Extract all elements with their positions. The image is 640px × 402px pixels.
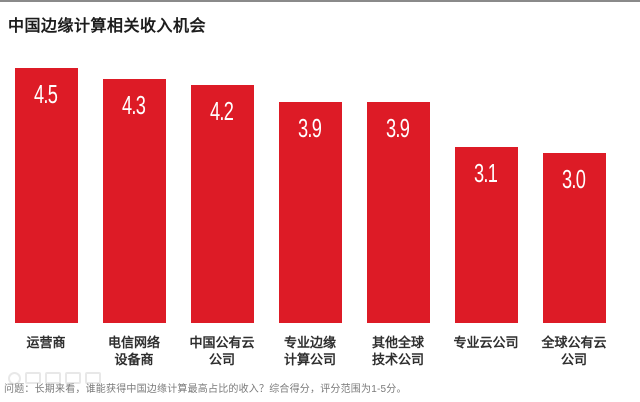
chart-title: 中国边缘计算相关收入机会 [8, 18, 207, 35]
bar-value-label: 3.9 [298, 113, 322, 143]
category-label-specialist-cloud: 专业云公司 [453, 335, 519, 350]
bar-china-public-cloud: 4.2 [190, 85, 254, 323]
bar-global-public-cloud: 3.0 [542, 153, 606, 323]
bar-specialist-cloud: 3.1 [454, 147, 518, 323]
bar-column: 4.3 [90, 42, 178, 323]
bar-column: 3.1 [442, 42, 530, 323]
chart-footnote: 问题：长期来看，谁能获得中国边缘计算最高占比的收入？综合得分，评分范围为1-5分… [4, 384, 407, 395]
category-label-global-public-cloud: 全球公有云 公司 [541, 335, 607, 367]
bar-value-label: 4.5 [34, 79, 58, 109]
bar-value-label: 3.9 [386, 113, 410, 143]
bar-operators: 4.5 [14, 68, 78, 323]
bar-column: 3.9 [266, 42, 354, 323]
bar-value-label: 3.1 [474, 158, 498, 188]
category-label-other-global-tech: 其他全球 技术公司 [371, 335, 424, 367]
bar-value-label: 4.2 [210, 96, 234, 126]
bar-column: 3.0 [530, 42, 618, 323]
category-label-china-public-cloud: 中国公有云 公司 [189, 335, 255, 367]
category-labels: 运营商 电信网络 设备商 中国公有云 公司 专业边缘 计算公司 其他全球 技术公… [2, 334, 640, 368]
bar-edge-specialists: 3.9 [278, 102, 342, 323]
bar-column: 4.2 [178, 42, 266, 323]
bar-column: 3.9 [354, 42, 442, 323]
top-divider [0, 0, 640, 2]
bar-value-label: 3.0 [562, 164, 586, 194]
bar-chart: 4.5 4.3 4.2 3.9 3.9 3.1 [2, 42, 640, 323]
category-label-operators: 运营商 [26, 335, 66, 350]
category-label-edge-specialists: 专业边缘 计算公司 [283, 335, 336, 367]
bar-value-label: 4.3 [122, 90, 146, 120]
bar-telecom-equipment: 4.3 [102, 79, 166, 323]
bar-column: 4.5 [2, 42, 90, 323]
bar-other-global-tech: 3.9 [366, 102, 430, 323]
category-label-telecom-equipment: 电信网络 设备商 [107, 335, 160, 367]
